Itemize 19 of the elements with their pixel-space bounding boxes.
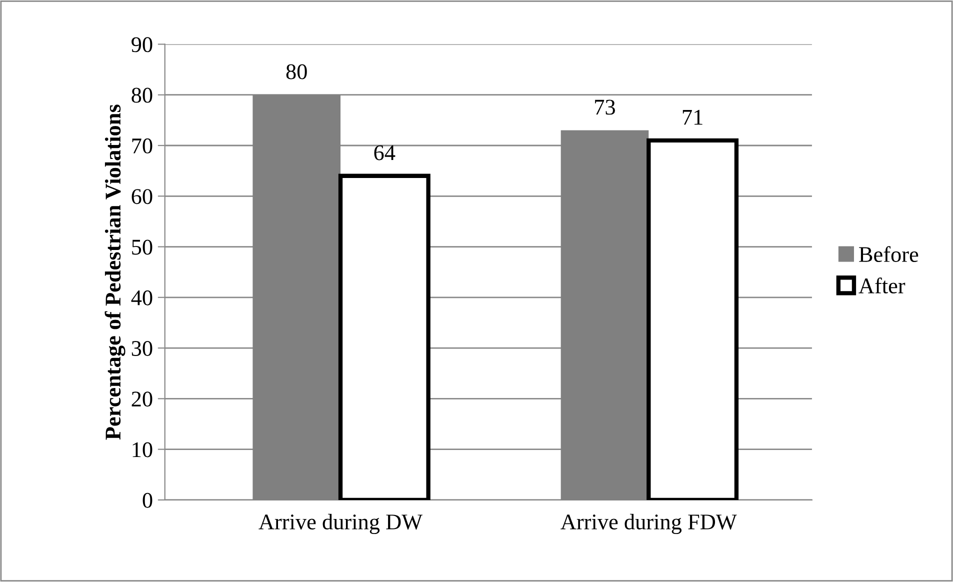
y-tick-label: 70	[132, 138, 152, 154]
y-tick-label: 0	[142, 492, 152, 508]
x-tick-label: Arrive during FDW	[560, 514, 737, 534]
y-tick-label: 50	[132, 240, 152, 255]
data-label: 73	[595, 100, 615, 115]
y-tick-label: 60	[132, 189, 152, 204]
y-tick-label: 30	[132, 340, 152, 356]
y-tick-label: 40	[131, 290, 152, 306]
y-tick-label: 90	[132, 37, 152, 52]
legend-label: Before	[859, 246, 918, 262]
y-tick-label: 20	[132, 392, 152, 407]
data-label: 80	[286, 64, 307, 80]
legend-label: After	[858, 278, 906, 294]
y-tick-label: 10	[132, 442, 152, 458]
data-label: 64	[374, 145, 396, 160]
data-label: 71	[682, 110, 702, 125]
y-tick-label: 80	[132, 88, 152, 103]
x-tick-label: Arrive during DW	[258, 514, 423, 534]
y-axis-title: Percentage of Pedestrian Violations	[104, 104, 126, 440]
